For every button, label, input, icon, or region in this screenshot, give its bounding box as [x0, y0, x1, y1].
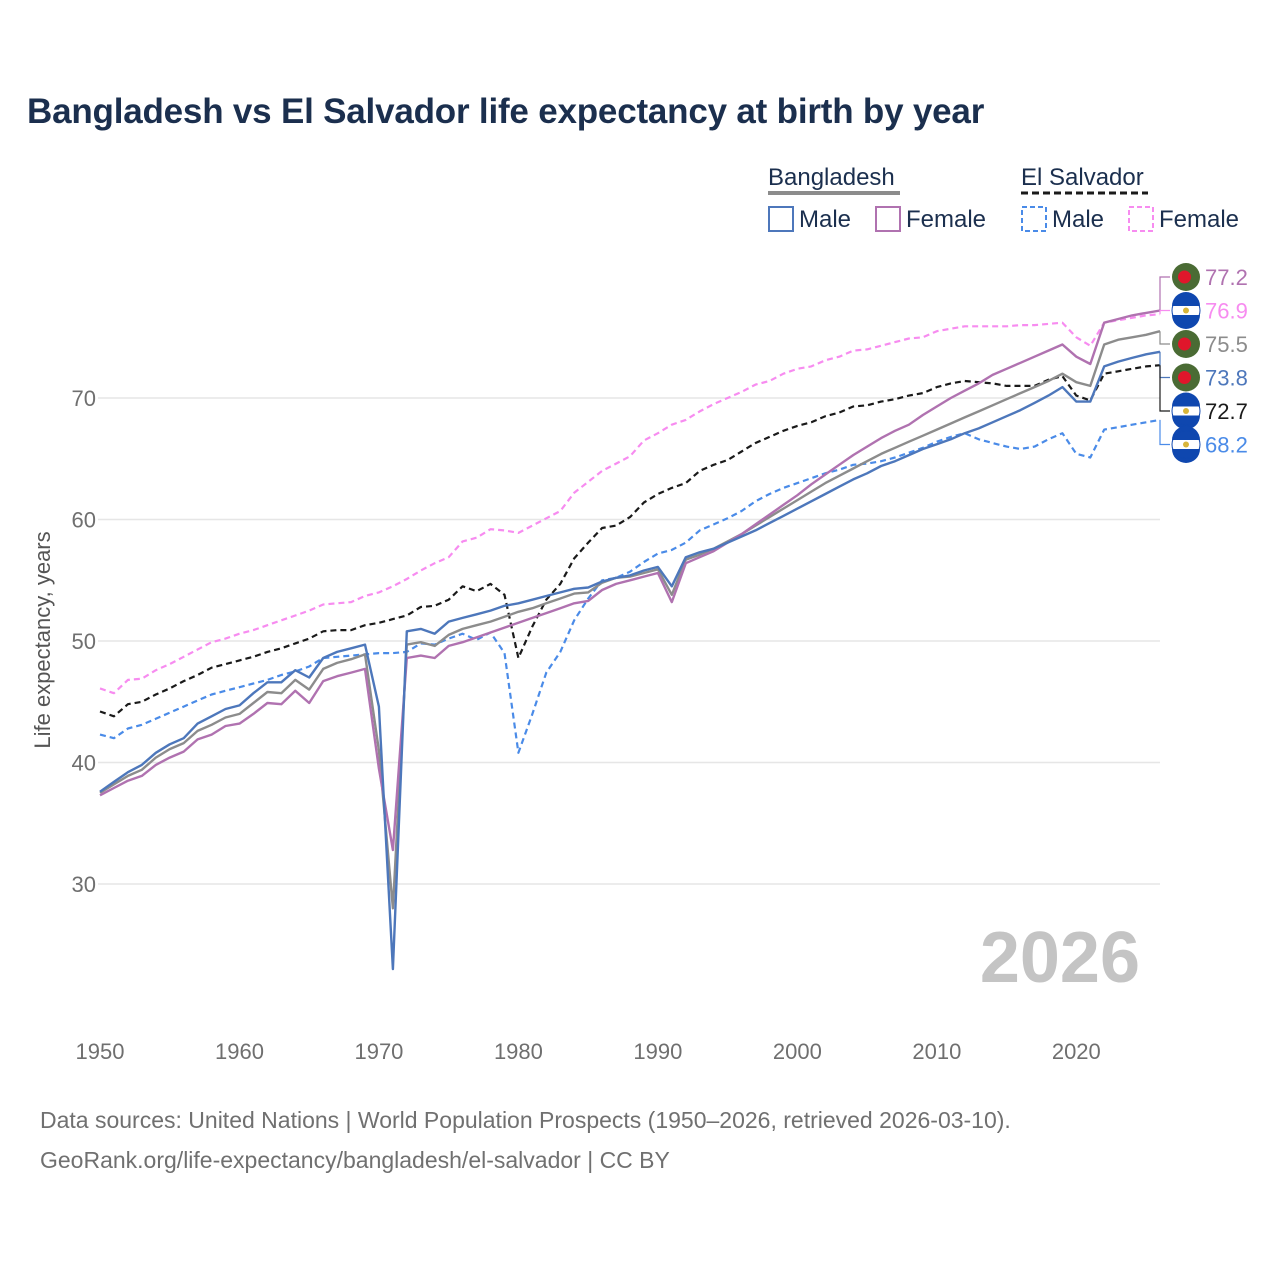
- legend-country-el-salvador: El Salvador: [1021, 164, 1144, 191]
- legend-el-salvador-male-label: Male: [1052, 206, 1104, 233]
- legend-el-salvador-female-swatch: [1128, 206, 1154, 232]
- bangladesh-flag-icon: [1172, 330, 1200, 358]
- legend-el-salvador-female-label: Female: [1159, 206, 1239, 233]
- end-label-connector-el-salvador-female: [1159, 309, 1170, 315]
- x-tick-label-1980: 1980: [494, 1039, 543, 1064]
- legend-country-bangladesh: Bangladesh: [768, 164, 895, 191]
- chart-title: Bangladesh vs El Salvador life expectanc…: [27, 92, 985, 131]
- y-tick-label-70: 70: [72, 386, 96, 411]
- bangladesh-flag-icon: [1172, 263, 1200, 291]
- series-line-bangladesh-male: [99, 350, 1161, 971]
- el-salvador-flag-icon: [1171, 292, 1201, 329]
- x-tick-label-1990: 1990: [633, 1039, 682, 1064]
- end-label-connector-bangladesh-male: [1159, 351, 1170, 379]
- x-tick-label-1970: 1970: [354, 1039, 403, 1064]
- legend-bangladesh-male-swatch: [768, 206, 794, 232]
- el-salvador-flag-icon: [1171, 392, 1201, 430]
- end-label-connector-el-salvador: [1159, 365, 1170, 412]
- y-tick-label-60: 60: [72, 508, 96, 533]
- end-label-bangladesh-female: 77.2: [1205, 265, 1248, 290]
- grid-layer: [98, 397, 1160, 885]
- end-label-el-salvador-male: 68.2: [1205, 433, 1248, 458]
- end-label-layer: 77.2 76.9 75.5 73.8 72.7 68.2: [1159, 263, 1248, 463]
- source-link: GeoRank.org/life-expectancy/bangladesh/e…: [40, 1147, 670, 1173]
- end-label-el-salvador: 72.7: [1205, 399, 1248, 424]
- legend-bangladesh-female-label: Female: [906, 206, 986, 233]
- legend: Bangladesh Male Female El Salvador Male …: [768, 164, 1239, 233]
- series-line-el-salvador-female: [99, 313, 1161, 695]
- end-label-connector-el-salvador-male: [1159, 419, 1170, 446]
- end-label-bangladesh: 75.5: [1205, 332, 1248, 357]
- y-tick-label-40: 40: [72, 751, 96, 776]
- x-tick-label-1950: 1950: [76, 1039, 125, 1064]
- end-label-connector-bangladesh: [1159, 331, 1170, 345]
- series-line-el-salvador: [99, 364, 1161, 718]
- series-layer: [99, 309, 1161, 971]
- x-tick-label-2000: 2000: [773, 1039, 822, 1064]
- end-label-bangladesh-male: 73.8: [1205, 366, 1248, 391]
- current-year-watermark: 2026: [980, 918, 1140, 998]
- x-tick-label-2020: 2020: [1052, 1039, 1101, 1064]
- x-tick-label-2010: 2010: [912, 1039, 961, 1064]
- y-tick-label-50: 50: [72, 629, 96, 654]
- bangladesh-flag-icon: [1172, 363, 1200, 392]
- end-label-connector-bangladesh-female: [1159, 276, 1170, 311]
- end-label-el-salvador-female: 76.9: [1205, 299, 1248, 324]
- y-tick-label-30: 30: [72, 872, 96, 897]
- legend-bangladesh-female-swatch: [875, 206, 901, 232]
- legend-bangladesh-male-label: Male: [799, 206, 851, 233]
- x-tick-label-1960: 1960: [215, 1039, 264, 1064]
- y-axis-title: Life expectancy, years: [30, 531, 55, 748]
- series-line-el-salvador-male: [99, 418, 1161, 754]
- series-line-bangladesh-female: [99, 309, 1161, 852]
- el-salvador-flag-icon: [1171, 426, 1201, 463]
- legend-el-salvador-male-swatch: [1021, 206, 1047, 232]
- source-note: Data sources: United Nations | World Pop…: [40, 1107, 1011, 1133]
- tick-layer: 30 40 50 60 70 1950 1960 1970 1980 1990 2000 2010 20…: [72, 386, 1101, 1064]
